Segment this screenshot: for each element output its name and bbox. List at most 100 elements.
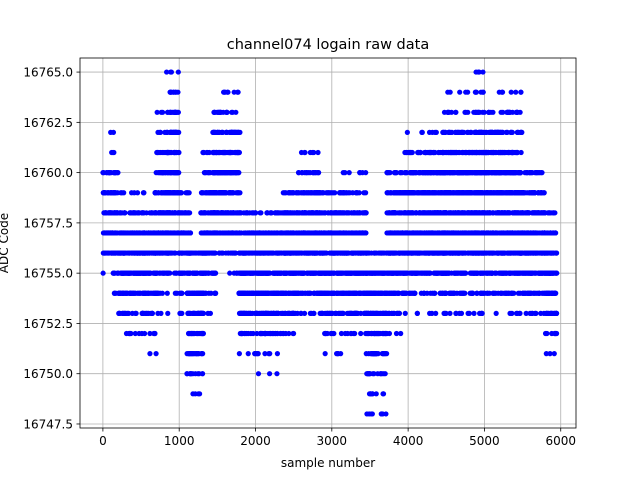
data-point: [450, 230, 456, 236]
data-point: [479, 310, 485, 316]
data-point: [110, 149, 116, 156]
data-point: [253, 210, 259, 216]
data-point: [227, 149, 234, 156]
data-point: [167, 170, 173, 176]
data-point: [154, 109, 160, 115]
data-point: [178, 270, 184, 276]
data-point: [194, 351, 200, 357]
data-point: [442, 190, 448, 196]
data-point: [458, 310, 465, 316]
data-point: [185, 310, 191, 316]
data-point: [130, 250, 136, 256]
data-point: [315, 170, 322, 176]
data-point: [222, 190, 229, 196]
data-point: [256, 250, 262, 256]
data-point: [404, 149, 410, 156]
data-point: [253, 310, 259, 316]
data-point: [112, 170, 118, 176]
data-point: [321, 270, 327, 276]
data-point: [444, 230, 451, 236]
data-point: [410, 170, 416, 176]
data-point: [442, 210, 448, 216]
data-point: [305, 270, 311, 276]
data-point: [342, 170, 348, 176]
data-point: [171, 129, 177, 135]
data-point: [351, 330, 357, 337]
data-point: [432, 210, 438, 216]
data-point: [149, 310, 155, 316]
data-point: [275, 270, 281, 276]
data-point: [473, 270, 479, 276]
data-point: [188, 330, 194, 337]
data-point: [270, 270, 276, 276]
data-point: [136, 230, 142, 236]
data-point: [448, 170, 454, 176]
data-point: [346, 250, 352, 256]
data-point: [301, 310, 308, 316]
data-point: [153, 270, 159, 276]
data-point: [132, 290, 138, 296]
data-point: [110, 270, 116, 276]
data-point: [463, 89, 469, 95]
data-point: [239, 330, 245, 337]
data-point: [203, 290, 209, 296]
data-point: [276, 210, 282, 216]
data-point: [165, 210, 171, 216]
data-point: [206, 149, 212, 156]
data-point: [476, 250, 483, 256]
data-point: [299, 170, 305, 176]
data-point: [230, 250, 236, 256]
data-point: [282, 250, 289, 256]
data-point: [200, 330, 206, 337]
data-point: [285, 310, 291, 316]
data-point: [415, 190, 421, 196]
data-point: [368, 411, 374, 417]
data-point: [266, 371, 273, 377]
data-point: [211, 129, 217, 135]
data-point: [210, 170, 217, 176]
data-point: [298, 310, 304, 316]
data-point: [227, 270, 233, 276]
data-point: [202, 170, 208, 176]
data-point: [415, 230, 421, 236]
data-point: [100, 250, 106, 256]
data-point: [176, 149, 182, 156]
data-point: [384, 230, 390, 236]
data-point: [319, 190, 325, 196]
data-point: [357, 230, 363, 236]
data-point: [103, 210, 109, 216]
data-point: [288, 230, 295, 236]
data-point: [257, 210, 263, 216]
data-point: [283, 270, 289, 276]
data-point: [120, 290, 126, 296]
data-point: [141, 310, 147, 316]
data-point: [393, 170, 399, 176]
data-point: [245, 351, 251, 357]
data-point: [135, 210, 141, 216]
data-point: [199, 351, 205, 357]
data-point: [410, 270, 416, 276]
data-point: [100, 190, 106, 196]
data-point: [167, 129, 173, 135]
data-point: [254, 330, 260, 337]
data-point: [164, 290, 170, 296]
data-point: [219, 129, 225, 135]
data-point: [340, 190, 347, 196]
data-point: [211, 109, 217, 115]
data-point: [389, 210, 395, 216]
data-point: [381, 371, 387, 377]
data-point: [447, 89, 453, 95]
data-point: [295, 270, 301, 276]
data-point: [155, 290, 162, 296]
data-point: [341, 250, 347, 256]
data-point: [285, 190, 292, 196]
data-point: [301, 210, 307, 216]
data-point: [351, 210, 357, 216]
data-point: [414, 310, 420, 316]
data-point: [363, 351, 369, 357]
data-point: [321, 210, 327, 216]
data-point: [290, 190, 296, 196]
data-point: [442, 290, 448, 296]
data-point: [350, 250, 356, 256]
data-point: [287, 250, 293, 256]
